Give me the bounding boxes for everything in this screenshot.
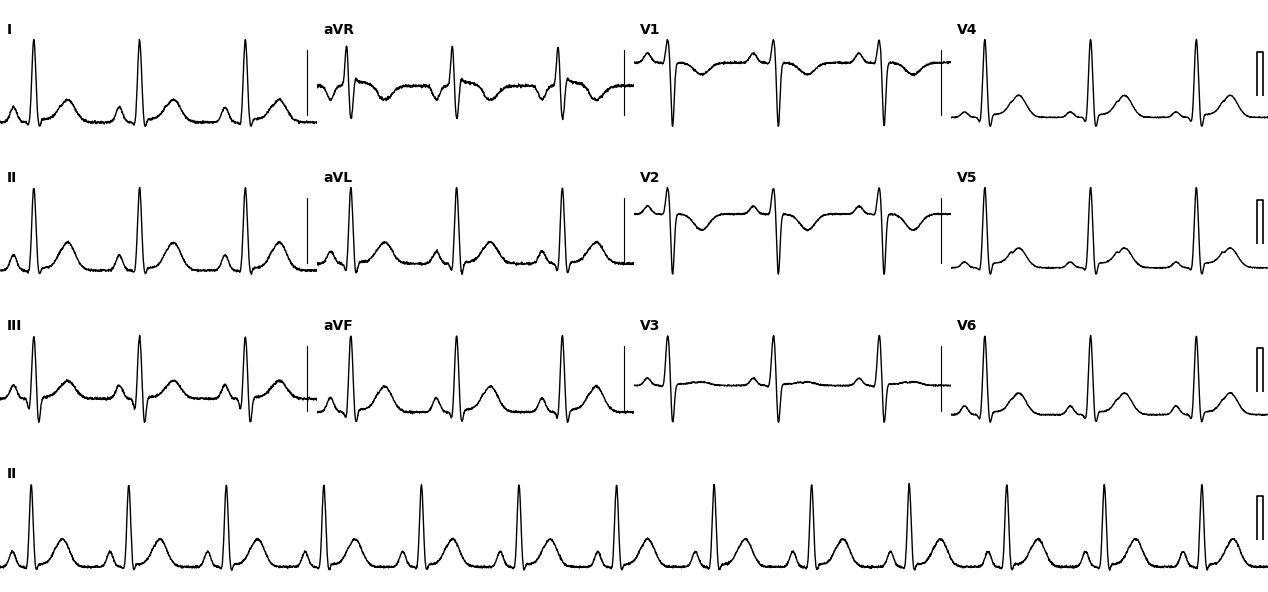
Text: V5: V5 xyxy=(957,171,978,185)
Text: aVR: aVR xyxy=(323,23,354,37)
Text: I: I xyxy=(6,23,11,37)
Text: V4: V4 xyxy=(957,23,978,37)
Text: V2: V2 xyxy=(640,171,661,185)
Text: V3: V3 xyxy=(640,319,661,333)
Text: II: II xyxy=(6,171,16,185)
Text: aVF: aVF xyxy=(323,319,353,333)
Text: V1: V1 xyxy=(640,23,661,37)
Text: II: II xyxy=(6,467,16,481)
Text: III: III xyxy=(6,319,22,333)
Text: V6: V6 xyxy=(957,319,978,333)
Text: aVL: aVL xyxy=(323,171,353,185)
